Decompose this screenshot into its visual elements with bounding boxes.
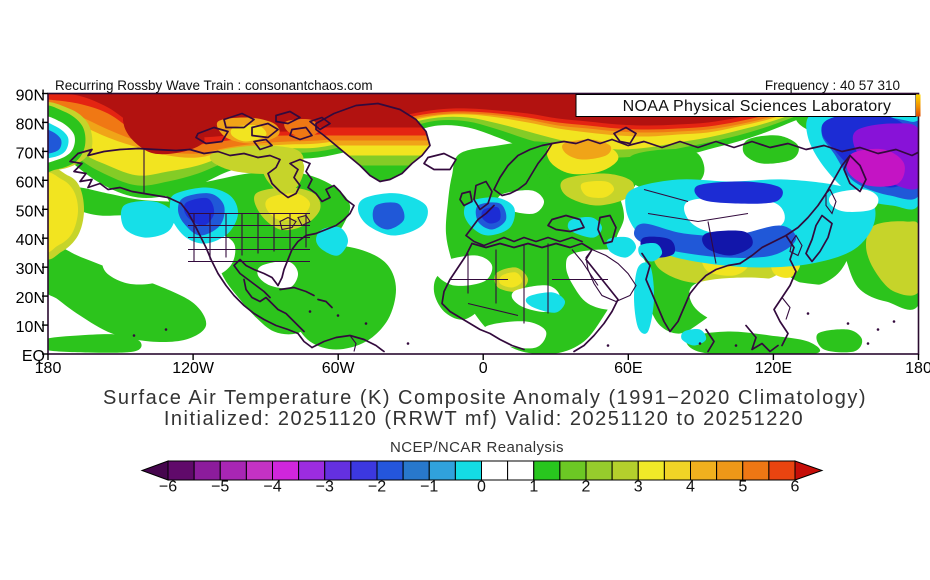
svg-text:120E: 120E <box>755 360 792 377</box>
svg-text:Recurring Rossby Wave Train :: Recurring Rossby Wave Train : consonantc… <box>55 78 373 93</box>
svg-text:−1: −1 <box>420 479 438 496</box>
svg-text:Surface Air Temperature (K) Co: Surface Air Temperature (K) Composite An… <box>103 387 867 409</box>
svg-text:−4: −4 <box>263 479 281 496</box>
svg-text:180: 180 <box>905 360 930 377</box>
svg-text:10N: 10N <box>16 319 45 336</box>
svg-text:60W: 60W <box>322 360 356 377</box>
svg-text:EQ: EQ <box>22 348 45 365</box>
svg-text:Initialized: 20251120 (RRWT mf: Initialized: 20251120 (RRWT mf) Valid: 2… <box>164 408 804 430</box>
svg-text:2: 2 <box>582 479 591 496</box>
svg-text:20N: 20N <box>16 290 45 307</box>
svg-text:6: 6 <box>791 479 800 496</box>
svg-text:−2: −2 <box>368 479 386 496</box>
svg-text:30N: 30N <box>16 261 45 278</box>
svg-text:5: 5 <box>738 479 747 496</box>
svg-text:50N: 50N <box>16 203 45 220</box>
svg-text:60N: 60N <box>16 174 45 191</box>
svg-text:−6: −6 <box>159 479 177 496</box>
svg-text:−3: −3 <box>316 479 334 496</box>
svg-text:70N: 70N <box>16 145 45 162</box>
svg-text:40N: 40N <box>16 232 45 249</box>
svg-text:1: 1 <box>529 479 538 496</box>
svg-text:4: 4 <box>686 479 695 496</box>
svg-text:NOAA Physical Sciences Laborat: NOAA Physical Sciences Laboratory <box>623 98 892 115</box>
svg-text:Frequency : 40 57 310: Frequency : 40 57 310 <box>765 78 900 93</box>
svg-text:0: 0 <box>479 360 488 377</box>
svg-text:180: 180 <box>35 360 62 377</box>
svg-text:80N: 80N <box>16 116 45 133</box>
svg-text:3: 3 <box>634 479 643 496</box>
svg-text:−5: −5 <box>211 479 229 496</box>
svg-text:120W: 120W <box>172 360 215 377</box>
svg-text:90N: 90N <box>16 88 45 105</box>
svg-text:NCEP/NCAR Reanalysis: NCEP/NCAR Reanalysis <box>390 439 564 456</box>
svg-text:0: 0 <box>477 479 486 496</box>
svg-text:60E: 60E <box>614 360 642 377</box>
